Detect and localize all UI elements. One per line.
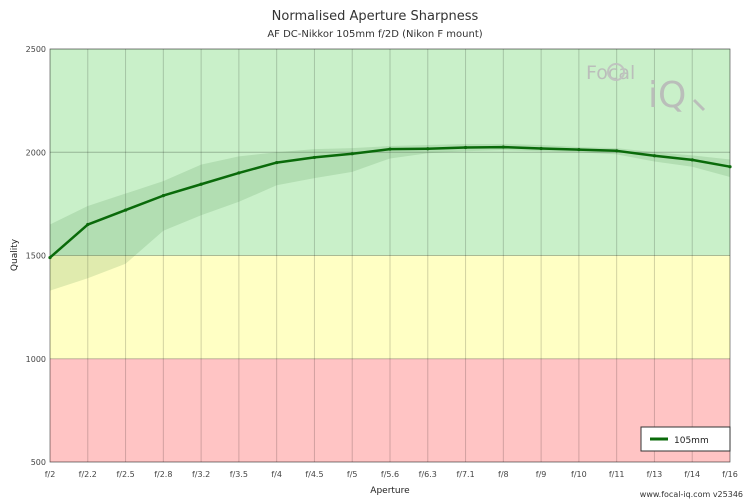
y-tick-label: 500 bbox=[31, 458, 46, 467]
y-axis-title: Quality bbox=[10, 238, 20, 271]
footer-url-version: www.focal-iq.com v25346 bbox=[640, 490, 743, 499]
x-tick-label: f/4.5 bbox=[305, 470, 323, 479]
quality-band-1 bbox=[50, 255, 730, 359]
legend: 105mm bbox=[640, 426, 731, 452]
x-tick-label: f/7.1 bbox=[456, 470, 474, 479]
data-point bbox=[350, 152, 354, 156]
legend-label-105mm: 105mm bbox=[674, 436, 709, 446]
data-point bbox=[728, 165, 732, 169]
y-tick-label: 2500 bbox=[26, 45, 46, 54]
data-point bbox=[539, 146, 543, 151]
chart-subtitle: AF DC-Nikkor 105mm f/2D (Nikon F mount) bbox=[267, 29, 482, 40]
x-tick-label: f/14 bbox=[684, 470, 700, 479]
chart-title: Normalised Aperture Sharpness bbox=[272, 9, 479, 24]
x-tick-label: f/8 bbox=[498, 470, 509, 479]
data-point bbox=[312, 155, 317, 160]
sharpness-range-band bbox=[50, 143, 730, 291]
x-tick-label: f/5.6 bbox=[381, 470, 399, 479]
plot-frame bbox=[49, 48, 731, 463]
data-point bbox=[48, 255, 52, 260]
x-tick-label: f/13 bbox=[647, 470, 663, 479]
data-point bbox=[237, 171, 241, 175]
data-point bbox=[577, 147, 581, 152]
x-tick-labels: f/2 f/2.2 f/2.5 f/2.8 f/3.2 f/3.5 f/4 f/4.5 f/5 f… bbox=[45, 470, 738, 479]
x-axis-title: Aperture bbox=[370, 486, 410, 496]
data-point bbox=[615, 149, 619, 153]
x-tick-label: f/2.8 bbox=[154, 470, 172, 479]
x-tick-label: f/16 bbox=[722, 470, 738, 479]
x-tick-label: f/3.5 bbox=[230, 470, 248, 479]
y-tick-label: 2000 bbox=[26, 148, 46, 157]
x-tick-label: f/3.2 bbox=[192, 470, 210, 479]
x-tick-label: f/5 bbox=[347, 470, 358, 479]
quality-band-0 bbox=[50, 358, 730, 462]
data-point bbox=[652, 154, 657, 158]
data-point bbox=[161, 194, 165, 198]
grid bbox=[49, 48, 731, 463]
logo-magnifier-handle bbox=[692, 98, 706, 112]
x-tick-label: f/9 bbox=[536, 470, 547, 479]
data-point bbox=[123, 208, 128, 212]
data-point bbox=[199, 182, 203, 186]
x-tick-label: f/11 bbox=[609, 470, 625, 479]
y-tick-label: 1500 bbox=[26, 252, 46, 261]
x-tick-label: f/4 bbox=[271, 470, 282, 479]
y-tick-label: 1000 bbox=[26, 355, 46, 364]
data-point bbox=[690, 158, 694, 162]
logo-lens-ring bbox=[607, 63, 625, 81]
focal-iq-logo: Focal iQ bbox=[586, 62, 706, 116]
data-point bbox=[86, 222, 90, 227]
x-tick-label: f/2.2 bbox=[79, 470, 97, 479]
logo-text-bottom: iQ bbox=[648, 75, 686, 116]
data-point bbox=[426, 147, 430, 151]
series-line-group bbox=[48, 145, 732, 260]
x-tick-label: f/2 bbox=[45, 470, 56, 479]
data-point bbox=[501, 145, 505, 149]
series-range-0 bbox=[50, 143, 730, 291]
data-point bbox=[388, 147, 392, 151]
x-tick-label: f/6.3 bbox=[419, 470, 437, 479]
y-tick-labels: 500 1000 1500 2000 2500 bbox=[26, 45, 46, 467]
data-point bbox=[275, 160, 279, 165]
x-tick-label: f/2.5 bbox=[116, 470, 134, 479]
x-tick-label: f/10 bbox=[571, 470, 587, 479]
data-point bbox=[463, 145, 468, 150]
